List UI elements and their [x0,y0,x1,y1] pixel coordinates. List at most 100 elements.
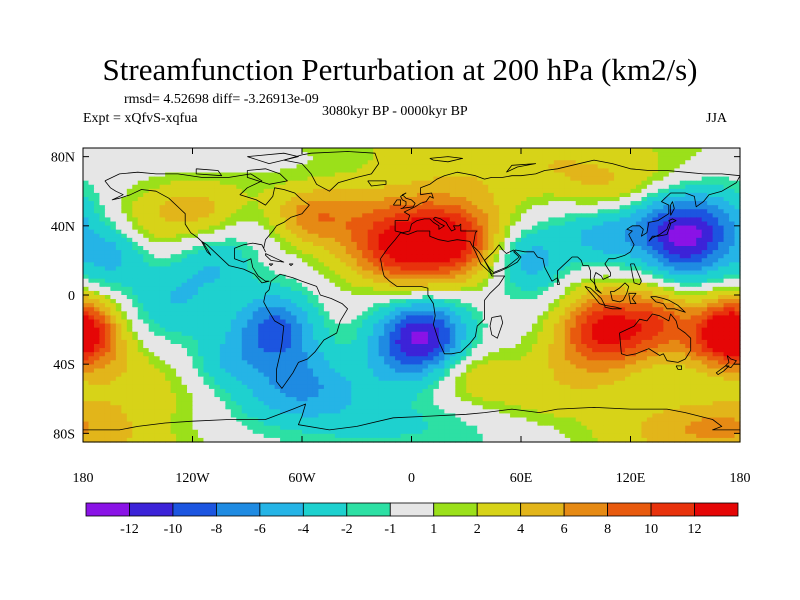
field-cell [192,258,199,263]
field-cell [230,262,237,268]
field-cell [351,152,358,157]
field-cell [635,217,643,223]
field-cell [499,295,506,300]
field-cell [477,254,484,259]
field-cell [674,201,681,206]
field-cell [104,233,111,239]
field-cell [477,164,484,170]
field-cell [263,168,270,174]
field-cell [356,254,363,259]
field-cell [723,176,730,182]
field-cell [329,205,336,210]
field-cell [433,270,440,276]
field-cell [411,184,418,190]
field-cell [312,156,320,161]
field-cell [170,225,177,231]
field-cell [701,152,708,157]
field-cell [258,270,265,276]
field-cell [592,148,599,153]
field-cell [110,266,117,272]
field-cell [477,156,484,161]
field-cell [323,152,330,157]
field-cell [323,250,330,255]
field-cell [635,229,643,235]
field-cell [395,266,402,272]
field-cell [137,295,144,300]
field-cell [148,213,155,219]
field-cell [668,213,675,219]
field-cell [203,266,210,272]
field-cell [614,237,621,243]
field-cell [553,213,560,219]
field-cell [137,209,144,214]
field-cell [586,233,593,239]
field-cell [625,164,632,170]
field-cell [307,311,314,317]
field-cell [389,192,396,198]
field-cell [214,160,221,165]
field-cell [258,156,265,161]
field-cell [537,148,544,153]
field-cell [236,201,243,206]
field-cell [99,229,106,235]
field-cell [110,225,117,231]
field-cell [657,180,664,186]
field-cell [318,221,325,227]
field-cell [274,237,281,243]
field-cell [433,295,440,300]
field-cell [88,156,95,161]
field-cell [690,225,697,231]
field-cell [542,197,549,202]
field-cell [170,164,177,170]
field-cell [137,180,144,186]
field-cell [608,311,615,317]
field-cell [603,286,610,292]
field-cell [592,164,599,170]
field-cell [531,213,539,219]
field-cell [373,156,380,161]
field-cell [269,148,276,153]
field-cell [302,278,309,284]
field-cell [471,152,478,157]
field-cell [477,315,484,321]
field-cell [625,213,632,219]
field-cell [652,250,659,255]
field-cell [115,241,122,247]
field-cell [619,270,626,276]
field-cell [187,176,194,182]
field-cell [460,209,467,214]
field-cell [307,152,314,157]
field-cell [433,274,440,280]
field-cell [718,209,725,214]
field-cell [592,299,599,304]
field-cell [258,258,265,263]
field-cell [154,270,161,276]
field-cell [384,282,391,288]
field-cell [384,246,391,251]
field-cell [302,241,309,247]
field-cell [493,164,500,170]
field-cell [438,160,445,165]
field-cell [307,205,314,210]
field-cell [597,307,604,312]
field-cell [373,290,380,296]
field-cell [614,156,621,161]
field-cell [291,148,298,153]
field-cell [181,229,188,235]
field-cell [455,229,462,235]
field-cell [280,303,287,308]
field-cell [104,241,111,247]
field-cell [466,233,473,239]
field-cell [312,299,320,304]
field-cell [701,278,708,284]
field-cell [685,250,692,255]
field-cell [329,164,336,170]
field-cell [477,278,484,284]
field-cell [608,262,615,268]
field-cell [356,176,363,182]
field-cell [93,262,101,268]
field-cell [433,176,440,182]
field-cell [88,258,95,263]
field-cell [367,192,374,198]
field-cell [614,225,621,231]
